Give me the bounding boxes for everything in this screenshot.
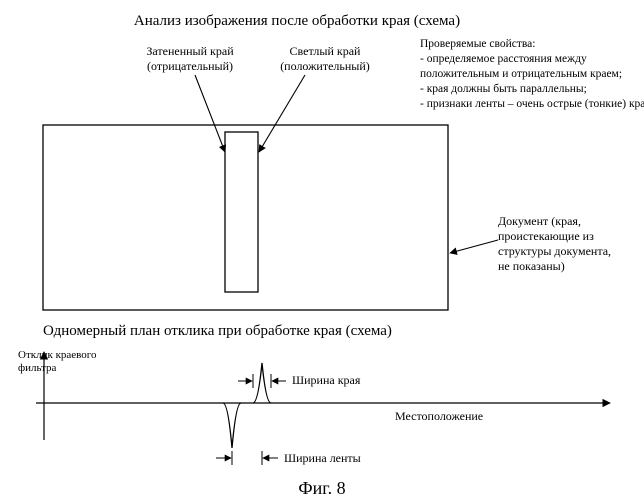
diagram-title: Анализ изображения после обработки края … [134,13,460,29]
figure-caption: Фиг. 8 [298,478,345,498]
properties-list: Проверяемые свойства: - определяемое рас… [420,38,644,110]
light-edge-label: Светлый край (положительный) [280,44,370,73]
shaded-edge-label-line1: Затененный край [146,44,234,58]
edge-width-dimension: Ширина края [238,373,361,388]
figure-root: Анализ изображения после обработки края … [0,0,644,500]
properties-header: Проверяемые свойства: [420,38,535,50]
tape-width-dimension: Ширина ленты [216,451,361,465]
negative-peak [223,403,241,448]
positive-peak [253,363,271,403]
tape-rect [225,132,258,292]
document-label-line1: Документ (края, [498,214,581,228]
shaded-edge-label-line2: (отрицательный) [147,59,233,73]
arrow-shaded-edge [195,75,225,152]
document-label-line3: структуры документа, [498,244,611,258]
properties-line-2: - края должны быть параллельны; [420,83,587,95]
light-edge-label-line1: Светлый край [290,44,362,58]
document-label-line4: не показаны) [498,259,565,273]
properties-line-3: - признаки ленты – очень острые (тонкие)… [420,98,644,110]
filter-response-label-line1: Отклик краевого [18,349,97,361]
x-axis-label: Местоположение [395,409,483,423]
filter-response-label-line2: фильтра [18,362,57,374]
document-label-line2: проистекающие из [498,229,594,243]
light-edge-label-line2: (положительный) [280,59,370,73]
properties-line-1a: - определяемое расстояния между [420,53,587,65]
properties-line-1b: положительным и отрицательным краем; [420,68,622,80]
document-label: Документ (края, проистекающие из структу… [498,214,611,273]
document-rect [43,125,448,310]
filter-response-label: Отклик краевого фильтра [18,349,97,374]
arrow-document [450,240,498,253]
arrow-light-edge [259,75,305,152]
edge-width-label: Ширина края [292,373,361,387]
shaded-edge-label: Затененный край (отрицательный) [146,44,234,73]
tape-width-label: Ширина ленты [284,451,361,465]
subtitle: Одномерный план отклика при обработке кр… [43,323,392,339]
